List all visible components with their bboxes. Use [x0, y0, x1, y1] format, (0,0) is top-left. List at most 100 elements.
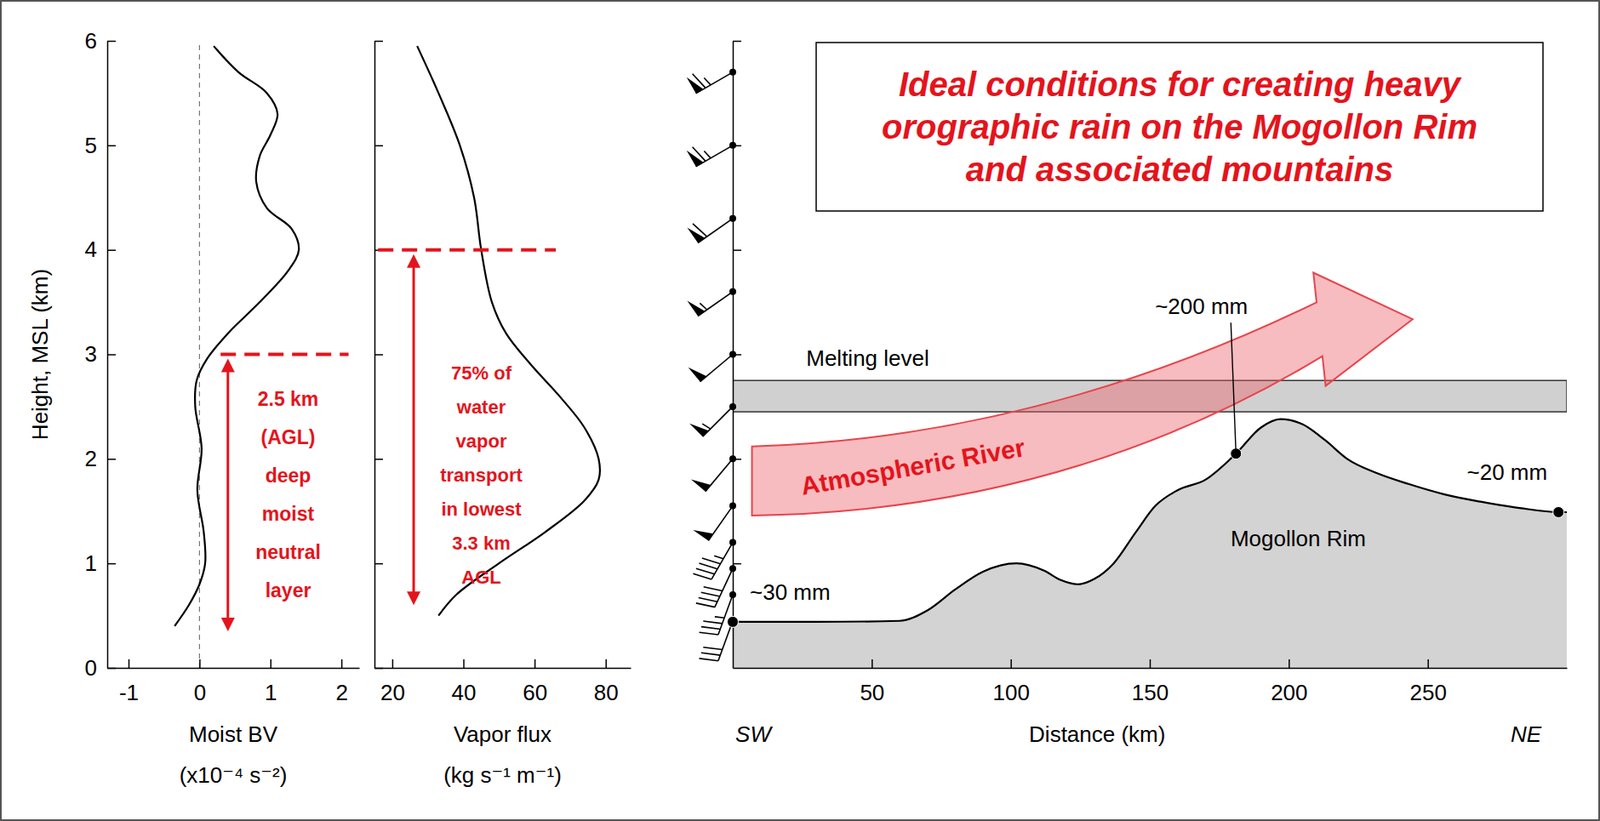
- x-axis-line: [108, 668, 360, 670]
- direction-label: SW: [735, 721, 773, 748]
- y-tick: 0: [85, 655, 116, 681]
- wind-barb-half-feather: [703, 151, 711, 159]
- wind-barb-feather: [692, 74, 706, 89]
- wind-barb-feather: [701, 627, 720, 630]
- wind-barb-pennant: [691, 479, 711, 492]
- x-tick: 0: [194, 659, 206, 706]
- y-tick-mark: [374, 563, 383, 566]
- x-tick-label: 1: [264, 680, 277, 706]
- x-axis-line: [375, 668, 632, 670]
- y-tick-mark: [732, 563, 742, 566]
- y-tick-mark: [107, 249, 116, 252]
- y-tick-mark: [732, 40, 742, 43]
- annotation-text: 2.5 km: [257, 388, 320, 411]
- wind-barb-half-feather: [703, 78, 711, 86]
- wind-barb-feather: [699, 658, 719, 662]
- precip-label: ~30 mm: [749, 579, 831, 606]
- y-tick-mark: [732, 249, 742, 252]
- annotation-text: 3.3 km: [451, 532, 511, 555]
- y-tick-mark: [107, 145, 116, 148]
- x-tick-label: 100: [992, 680, 1029, 706]
- y-tick-mark: [107, 668, 116, 670]
- title-line: and associated mountains: [965, 150, 1394, 189]
- annotation-arrow-head-top: [221, 359, 235, 373]
- wind-barb-feather: [701, 652, 720, 656]
- wind-barb-staff: [702, 406, 733, 437]
- y-tick-mark: [107, 458, 116, 461]
- y-tick-mark: [374, 668, 383, 670]
- x-tick: 80: [594, 659, 619, 706]
- y-tick-label: 1: [85, 550, 98, 577]
- wind-barb-feather: [702, 558, 721, 565]
- annotation-text: neutral: [255, 541, 321, 564]
- annotation-text: layer: [265, 579, 312, 602]
- x-tick: 1: [264, 659, 277, 706]
- x-tick: 60: [522, 659, 548, 706]
- x-tick: 100: [992, 659, 1029, 706]
- x-tick-mark: [1427, 659, 1429, 669]
- melting-level-label: Melting level: [805, 345, 930, 372]
- wind-barb-half-feather: [699, 302, 707, 310]
- annotation-text: vapor: [456, 430, 508, 452]
- wind-barb: [689, 403, 737, 437]
- wind-barb-station: [729, 591, 737, 599]
- y-tick-mark: [374, 354, 383, 356]
- wind-barb: [691, 455, 737, 492]
- wind-barb-feather: [703, 587, 723, 592]
- y-tick: [732, 250, 742, 252]
- wind-barb-feather: [699, 632, 719, 635]
- y-tick: 6: [85, 28, 116, 54]
- wind-barb-feather: [696, 603, 715, 608]
- x-tick-label: 150: [1131, 680, 1169, 706]
- title: Ideal conditions for creating heavyorogr…: [881, 65, 1478, 189]
- figure: -101201234562.5 km(AGL)deepmoistneutrall…: [0, 0, 1600, 821]
- annotation-text: (AGL): [261, 426, 316, 449]
- wind-barb-feather: [702, 647, 722, 651]
- wind-barb-staff: [708, 506, 733, 542]
- wind-barb-feather: [701, 592, 720, 597]
- wind-barb-pennant: [686, 300, 705, 316]
- y-tick-label: 3: [85, 341, 98, 367]
- wind-barb: [686, 288, 737, 317]
- x-tick-label: 20: [380, 680, 406, 706]
- annotation-text: AGL: [461, 566, 501, 589]
- precip-label: ~20 mm: [1467, 459, 1549, 486]
- wind-barb-pennant: [688, 367, 708, 383]
- wind-barb-feather: [702, 621, 722, 624]
- precip-label: ~200 mm: [1154, 293, 1248, 320]
- wind-barb-station: [729, 565, 737, 572]
- reference-line: [199, 40, 200, 669]
- title-line: Ideal conditions for creating heavy: [898, 65, 1463, 103]
- terrain-label: Mogollon Rim: [1230, 525, 1366, 552]
- y-tick-mark: [374, 145, 383, 148]
- x-tick-mark: [392, 659, 395, 669]
- x-tick-label: 50: [859, 680, 885, 706]
- wind-barb-station: [729, 215, 737, 223]
- x-tick-mark: [1010, 659, 1012, 669]
- wind-barb-feather: [692, 147, 706, 162]
- y-tick: [374, 40, 383, 42]
- plot-area: [732, 273, 1567, 669]
- precip-point: [1553, 506, 1565, 518]
- y-tick: 5: [85, 132, 116, 159]
- y-axis-title: Height, MSL (km): [27, 268, 53, 440]
- x-tick-mark: [270, 659, 273, 669]
- wind-barb: [686, 68, 737, 94]
- wind-barb: [692, 539, 737, 580]
- wind-barb-pennant: [692, 530, 714, 542]
- x-tick-label: 0: [194, 680, 206, 706]
- annotation-level-line: [220, 353, 349, 357]
- wind-barb-feather: [698, 563, 718, 570]
- profile-line: [417, 45, 600, 616]
- annotation-level-line: [377, 248, 556, 252]
- wind-barb-station: [729, 403, 737, 411]
- x-tick: 2: [335, 659, 348, 706]
- annotation-text: 75% of: [451, 362, 513, 384]
- annotation-arrow-head-top: [406, 254, 421, 269]
- wind-barb-half-feather: [702, 423, 711, 429]
- annotation-arrow: [221, 359, 235, 633]
- plot-area: [417, 45, 600, 616]
- x-axis-title: Vapor flux: [453, 721, 552, 748]
- wind-barb-station: [729, 455, 737, 463]
- annotation: 2.5 km(AGL)deepmoistneutrallayer: [220, 354, 349, 633]
